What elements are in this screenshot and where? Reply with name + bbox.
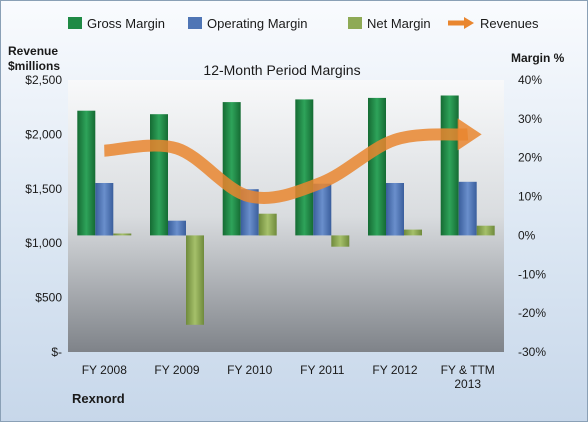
right-tick-label: 30%: [518, 112, 542, 126]
bar-operating-margin-fy-2008: [95, 183, 114, 236]
left-tick-label: $-: [51, 345, 62, 359]
chart-title: 12-Month Period Margins: [203, 62, 360, 78]
legend-label-gross-margin: Gross Margin: [87, 16, 165, 31]
bar-gross-margin-fy-2010: [222, 102, 241, 236]
left-axis-title-line1: Revenue: [8, 44, 58, 58]
bar-net-margin-fy-2009: [186, 235, 204, 325]
left-axis-title-line2: $millions: [8, 59, 60, 73]
category-label: FY 2009: [154, 363, 199, 377]
bar-operating-margin-fy-2011: [313, 183, 332, 236]
plot-area: [68, 80, 504, 352]
bar-operating-margin-fy-2009: [168, 220, 186, 236]
left-tick-label: $500: [35, 291, 62, 305]
bar-gross-margin-fy-2009: [150, 114, 168, 236]
category-label: FY & TTM 2013: [441, 363, 495, 391]
bar-operating-margin-fy-2012: [386, 183, 404, 236]
bar-gross-margin-fy-2011: [295, 99, 314, 236]
legend-swatch-gross-margin: [68, 17, 82, 29]
bar-gross-margin-fy-2008: [77, 110, 96, 236]
revenues-line-path: [103, 128, 469, 204]
left-axis: $- $500 $1,000 $1,500 $2,000 $2,500: [25, 73, 62, 359]
bar-net-margin-fy-2012: [404, 229, 422, 236]
legend-label-net-margin: Net Margin: [367, 16, 431, 31]
legend-swatch-revenues: [448, 17, 474, 29]
legend-swatch-operating-margin: [188, 17, 202, 29]
bar-gross-margin-fy-2012: [368, 97, 386, 236]
category-label: FY 2008: [82, 363, 127, 377]
legend-label-revenues: Revenues: [480, 16, 539, 31]
bars: [77, 95, 495, 325]
right-tick-label: 20%: [518, 151, 542, 165]
left-tick-label: $2,500: [25, 73, 62, 87]
revenues-arrowhead: [457, 118, 482, 151]
legend-label-operating-margin: Operating Margin: [207, 16, 307, 31]
category-axis: FY 2008 FY 2009 FY 2010 FY 2011 FY 2012 FY & …: [82, 363, 495, 391]
right-axis: -30% -20% -10% 0% 10% 20% 30% 40%: [518, 73, 546, 359]
left-tick-label: $1,000: [25, 236, 62, 250]
company-label: Rexnord: [72, 391, 125, 406]
bar-net-margin-fy-2008: [113, 233, 132, 236]
right-tick-label: -30%: [518, 345, 546, 359]
bar-net-margin-fy-2010: [258, 213, 277, 236]
revenues-line: [103, 118, 482, 204]
category-label: FY 2010: [227, 363, 272, 377]
legend-swatch-net-margin: [348, 17, 362, 29]
right-tick-label: 40%: [518, 73, 542, 87]
left-tick-label: $1,500: [25, 182, 62, 196]
left-tick-label: $2,000: [25, 127, 62, 141]
right-tick-label: 0%: [518, 228, 536, 242]
right-axis-title: Margin %: [511, 51, 565, 65]
bar-net-margin-fy-2011: [331, 235, 350, 247]
right-tick-label: 10%: [518, 190, 542, 204]
category-label: FY 2012: [372, 363, 417, 377]
category-label: FY 2011: [300, 363, 345, 377]
bar-gross-margin-fy-ttm-2013: [440, 95, 459, 236]
bar-net-margin-fy-ttm-2013: [476, 225, 495, 236]
right-tick-label: -10%: [518, 267, 546, 281]
legend: Gross Margin Operating Margin Net Margin…: [68, 16, 539, 31]
bar-operating-margin-fy-ttm-2013: [458, 181, 477, 236]
right-tick-label: -20%: [518, 306, 546, 320]
